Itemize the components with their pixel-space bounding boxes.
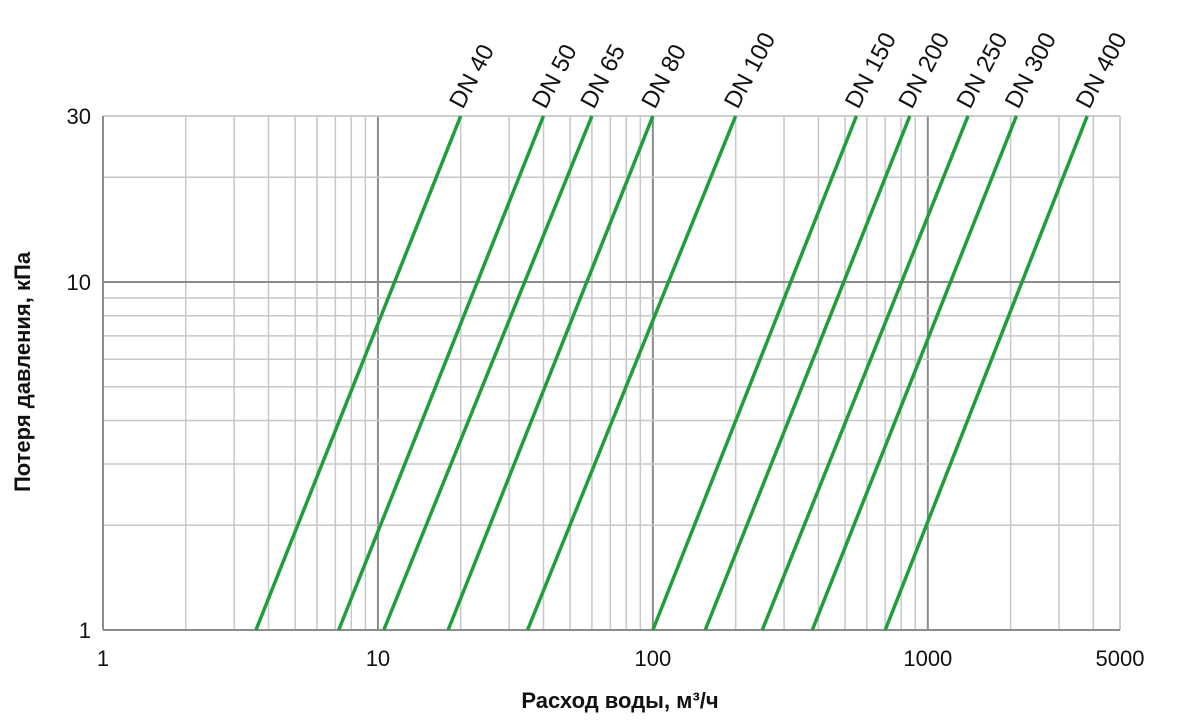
series-line (760, 115, 970, 631)
x-tick-labels: 1 10 100 1000 5000 (97, 646, 1145, 671)
series-line (382, 115, 594, 631)
y-tick-labels: 1 10 30 (67, 104, 91, 643)
grid (102, 115, 1121, 631)
x-tick-label: 1000 (903, 646, 952, 671)
series-line (810, 115, 1019, 631)
series-label: DN 100 (719, 28, 781, 113)
x-tick-label: 100 (635, 646, 672, 671)
series-line (651, 115, 859, 631)
x-tick-label: 10 (366, 646, 390, 671)
series-label: DN 50 (527, 40, 583, 113)
series-line (883, 115, 1089, 631)
series-label: DN 200 (893, 28, 955, 113)
y-axis-label: Потеря давления, кПа (10, 251, 35, 492)
y-tick-label: 30 (67, 104, 91, 129)
y-tick-label: 1 (79, 618, 91, 643)
x-tick-label: 5000 (1096, 646, 1145, 671)
series-line (703, 115, 912, 631)
series-label: DN 80 (636, 40, 692, 113)
x-axis-label: Расход воды, м³/ч (521, 688, 718, 713)
series-line (525, 115, 738, 631)
series-label: DN 40 (444, 40, 500, 113)
series-lines (254, 115, 1089, 631)
y-tick-label: 10 (67, 270, 91, 295)
series-line (254, 115, 463, 631)
series-line (446, 115, 655, 631)
x-tick-label: 1 (97, 646, 109, 671)
series-label: DN 400 (1071, 28, 1133, 113)
series-line (337, 115, 546, 631)
series-label: DN 65 (575, 40, 631, 113)
